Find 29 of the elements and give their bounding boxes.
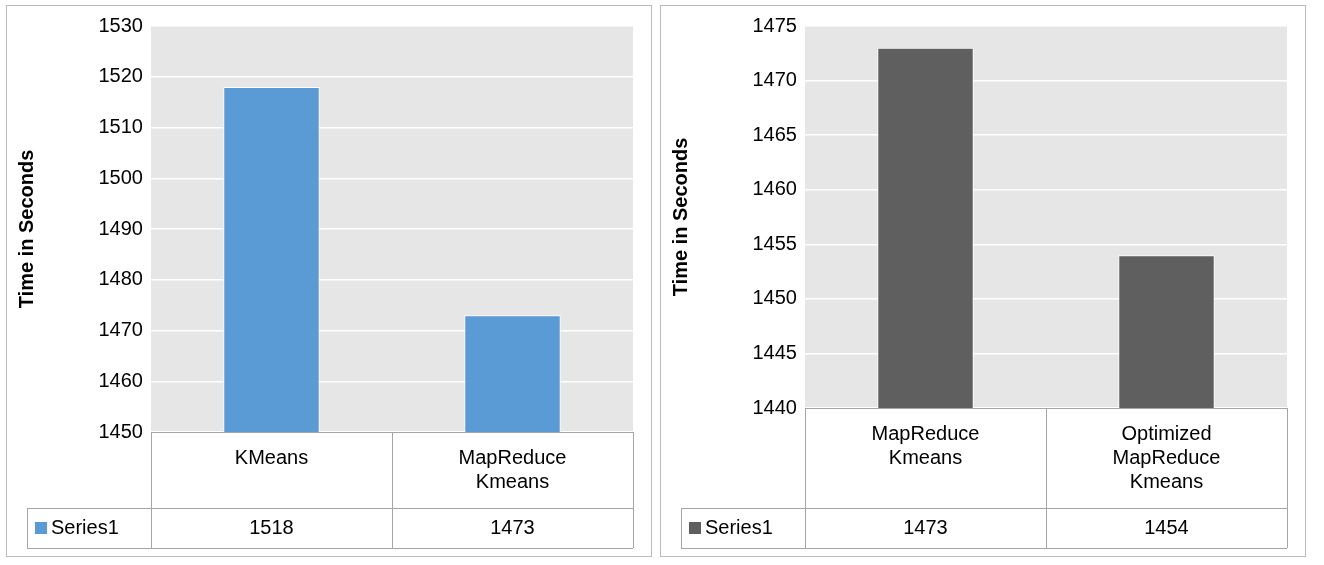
y-tick-label: 1465 [752,122,797,145]
y-tick-label: 1445 [752,340,797,363]
y-axis-title: Time in Seconds [14,149,37,309]
y-tick-label: 1500 [98,165,143,188]
legend-label: Series1 [705,515,773,538]
y-tick-label: 1450 [752,286,797,309]
legend-label: Series1 [51,515,119,538]
y-tick-label: 1460 [98,368,143,391]
y-tick-label: 1450 [98,419,143,442]
y-tick-label: 1470 [752,68,797,91]
y-tick-label: 1440 [752,395,797,418]
y-tick-label: 1510 [98,115,143,138]
y-tick-label: 1455 [752,231,797,254]
x-tick-label: MapReduce Kmeans [871,421,980,468]
x-tick-label: KMeans [234,445,309,468]
y-tick-label: 1475 [752,13,797,36]
data-label: 1518 [249,515,294,538]
y-axis-title: Time in Seconds [668,137,691,297]
y-tick-label: 1460 [752,177,797,200]
y-tick-label: 1470 [98,318,143,341]
y-tick-label: 1480 [98,267,143,290]
y-tick-label: 1520 [98,64,143,87]
y-tick-label: 1530 [98,13,143,36]
y-tick-label: 1490 [98,216,143,239]
data-label: 1454 [1144,515,1189,538]
x-tick-label: MapReduce Kmeans [458,445,567,492]
data-label: 1473 [903,515,948,538]
x-tick-label: Optimized MapReduce Kmeans [1112,421,1221,492]
data-label: 1473 [490,515,535,538]
